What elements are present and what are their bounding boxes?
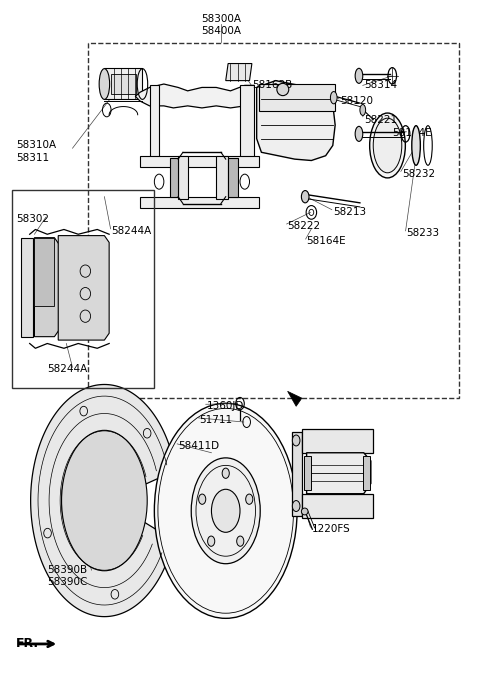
Ellipse shape xyxy=(237,536,244,546)
Polygon shape xyxy=(302,494,373,517)
Text: 58164E: 58164E xyxy=(307,236,346,246)
Ellipse shape xyxy=(355,126,363,142)
Polygon shape xyxy=(259,84,335,111)
Polygon shape xyxy=(288,392,302,406)
Polygon shape xyxy=(228,158,238,196)
Text: 58164E: 58164E xyxy=(392,128,432,138)
Bar xyxy=(104,68,143,99)
Bar xyxy=(110,74,136,94)
Text: 58311: 58311 xyxy=(16,153,49,163)
Polygon shape xyxy=(140,156,259,168)
Text: 58244A: 58244A xyxy=(111,226,152,236)
Text: 58302: 58302 xyxy=(16,214,49,224)
Polygon shape xyxy=(178,156,188,199)
Polygon shape xyxy=(307,453,371,494)
Text: 58233: 58233 xyxy=(407,228,440,238)
Ellipse shape xyxy=(155,403,297,618)
Text: FR.: FR. xyxy=(16,638,39,651)
Polygon shape xyxy=(35,238,54,306)
Text: 58400A: 58400A xyxy=(201,26,241,36)
Ellipse shape xyxy=(301,508,308,515)
Text: 1360JD: 1360JD xyxy=(207,401,244,412)
Polygon shape xyxy=(216,156,228,199)
Polygon shape xyxy=(58,236,109,340)
Polygon shape xyxy=(35,238,59,337)
Polygon shape xyxy=(135,84,254,108)
Text: 58120: 58120 xyxy=(340,96,373,106)
Ellipse shape xyxy=(212,489,240,532)
Polygon shape xyxy=(240,85,254,159)
Ellipse shape xyxy=(292,501,300,512)
Polygon shape xyxy=(21,238,33,337)
Ellipse shape xyxy=(246,494,253,504)
Polygon shape xyxy=(302,429,373,453)
Text: 58163B: 58163B xyxy=(252,80,292,91)
Text: 58390C: 58390C xyxy=(48,578,88,587)
Text: 58213: 58213 xyxy=(333,207,366,216)
Ellipse shape xyxy=(292,435,300,446)
Text: 58411D: 58411D xyxy=(178,441,219,451)
Polygon shape xyxy=(304,456,312,491)
Ellipse shape xyxy=(360,104,366,115)
Ellipse shape xyxy=(277,83,289,95)
Ellipse shape xyxy=(61,430,147,571)
Text: 58244A: 58244A xyxy=(48,364,87,374)
Ellipse shape xyxy=(412,126,420,166)
Polygon shape xyxy=(257,80,335,161)
Polygon shape xyxy=(363,456,370,491)
Text: 58310A: 58310A xyxy=(16,140,57,150)
Polygon shape xyxy=(140,196,259,208)
Ellipse shape xyxy=(208,536,215,546)
Text: 58232: 58232 xyxy=(402,169,435,179)
Polygon shape xyxy=(226,63,252,80)
Polygon shape xyxy=(292,432,302,515)
Text: 58314: 58314 xyxy=(364,80,397,91)
Text: 58300A: 58300A xyxy=(201,14,241,24)
Polygon shape xyxy=(169,158,178,196)
Ellipse shape xyxy=(330,91,337,104)
Text: 51711: 51711 xyxy=(200,415,233,425)
Polygon shape xyxy=(150,85,159,159)
Ellipse shape xyxy=(99,69,109,100)
Text: 58390B: 58390B xyxy=(48,565,87,575)
Ellipse shape xyxy=(355,68,363,83)
Ellipse shape xyxy=(373,118,402,173)
Ellipse shape xyxy=(301,190,309,203)
Polygon shape xyxy=(31,385,176,617)
Ellipse shape xyxy=(191,458,260,564)
Ellipse shape xyxy=(370,113,405,178)
Text: 58221: 58221 xyxy=(364,115,397,124)
Ellipse shape xyxy=(199,494,206,504)
Text: 58222: 58222 xyxy=(288,221,321,231)
Ellipse shape xyxy=(222,468,229,478)
Text: 1220FS: 1220FS xyxy=(312,524,350,534)
